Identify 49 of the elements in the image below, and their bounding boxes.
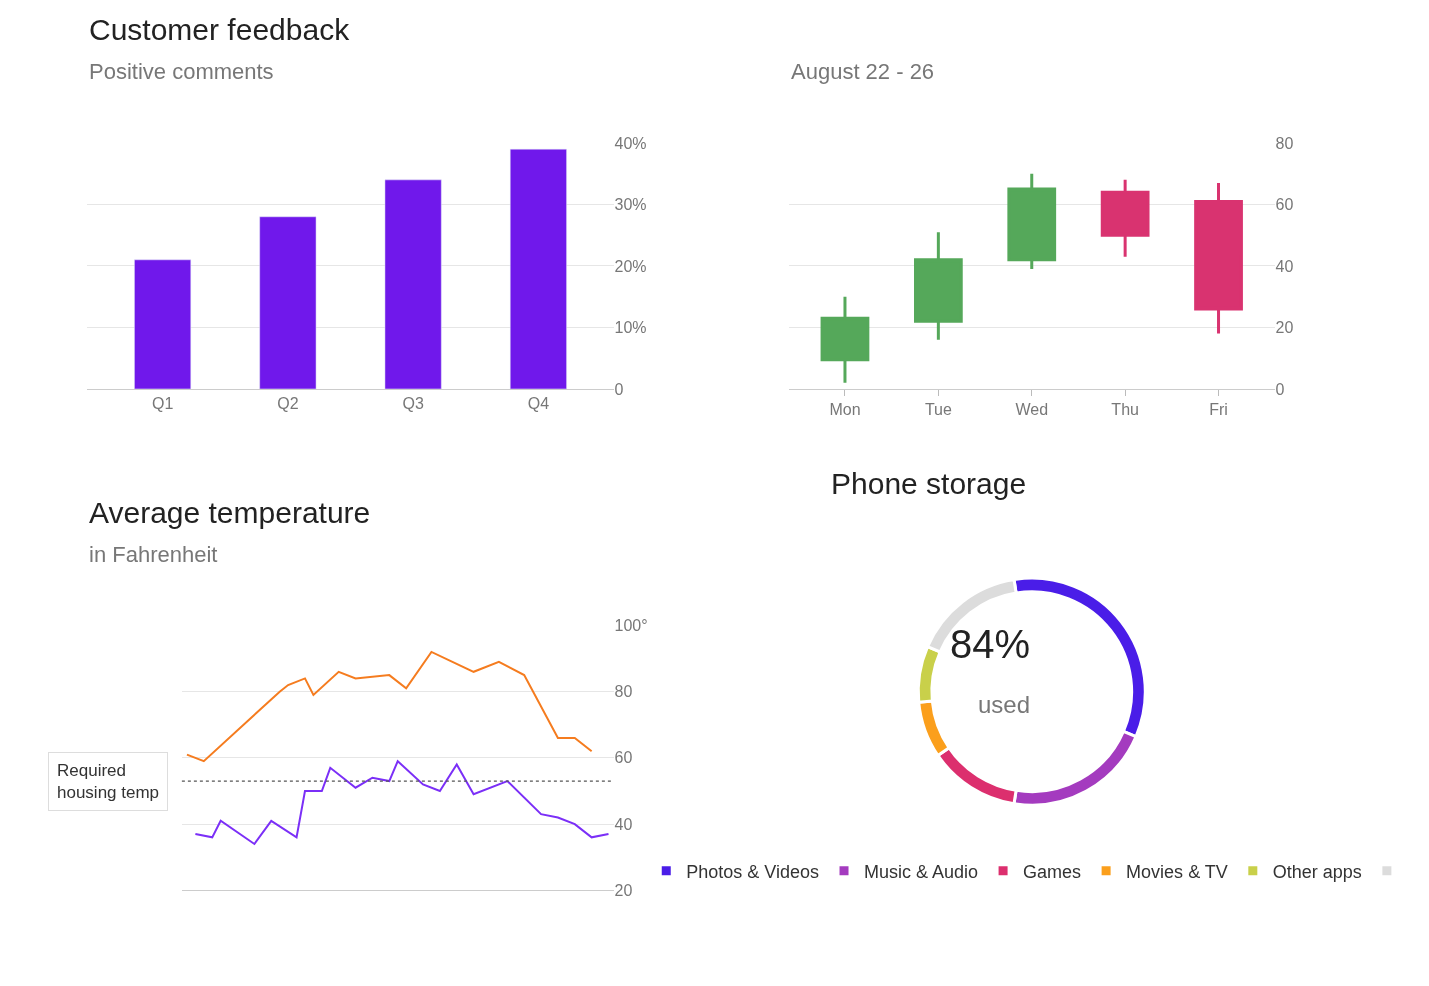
legend-label: Games: [1023, 861, 1082, 882]
y-tick-label: 40: [1275, 257, 1294, 275]
chart-title: Average temperature: [89, 496, 371, 529]
y-tick-label: 60: [1275, 196, 1294, 214]
x-tick-label: Q1: [151, 395, 174, 413]
text: used: [978, 691, 1031, 718]
text: 84%: [950, 622, 1031, 666]
y-tick-label: 30%: [614, 196, 647, 214]
y-tick-label: 20: [1275, 319, 1294, 337]
y-tick-label: 0: [614, 380, 624, 398]
x-tick-label: Q4: [527, 395, 550, 413]
y-tick-label: 60: [614, 749, 633, 767]
x-tick-label: Wed: [1015, 401, 1049, 419]
y-tick-label: 20: [614, 881, 633, 899]
bar: [384, 179, 442, 389]
line-series: [185, 650, 593, 763]
chart-subtitle: August 22 - 26: [791, 59, 935, 84]
bar: [259, 216, 317, 389]
y-tick-label: 0: [1275, 380, 1285, 398]
legend-label: Music & Audio: [864, 861, 979, 882]
y-tick-label: 40%: [614, 134, 647, 152]
chart-title: Customer feedback: [89, 13, 351, 46]
legend-label: Movies & TV: [1126, 861, 1228, 882]
line-series: [194, 760, 610, 845]
candlestick: [1194, 182, 1243, 334]
x-tick-label: Q3: [402, 395, 424, 413]
chart-subtitle: in Fahrenheit: [89, 542, 218, 567]
candlestick: [1100, 179, 1150, 257]
chart-title: Phone storage: [831, 467, 1027, 500]
y-tick-label: 80: [1275, 134, 1294, 152]
y-tick-label: 80: [614, 683, 633, 701]
x-tick-label: Mon: [829, 401, 861, 419]
legend-label: Other apps: [1272, 861, 1362, 882]
bar: [134, 259, 192, 389]
y-tick-label: 100°: [614, 617, 648, 635]
x-tick-label: Thu: [1111, 401, 1139, 419]
x-tick-label: Fri: [1209, 401, 1228, 419]
y-tick-label: 40: [614, 815, 633, 833]
bar: [509, 148, 567, 389]
x-tick-label: Q2: [277, 395, 299, 413]
candlestick: [1007, 173, 1057, 270]
candlestick: [820, 296, 870, 383]
chart-subtitle: Positive comments: [89, 59, 274, 84]
ref-line-label: Required housing temp: [57, 761, 160, 803]
y-tick-label: 20%: [614, 257, 647, 275]
x-tick-label: Tue: [924, 401, 952, 419]
legend-label: Photos & Videos: [686, 861, 820, 882]
y-tick-label: 10%: [614, 319, 647, 337]
candlestick: [913, 232, 963, 340]
